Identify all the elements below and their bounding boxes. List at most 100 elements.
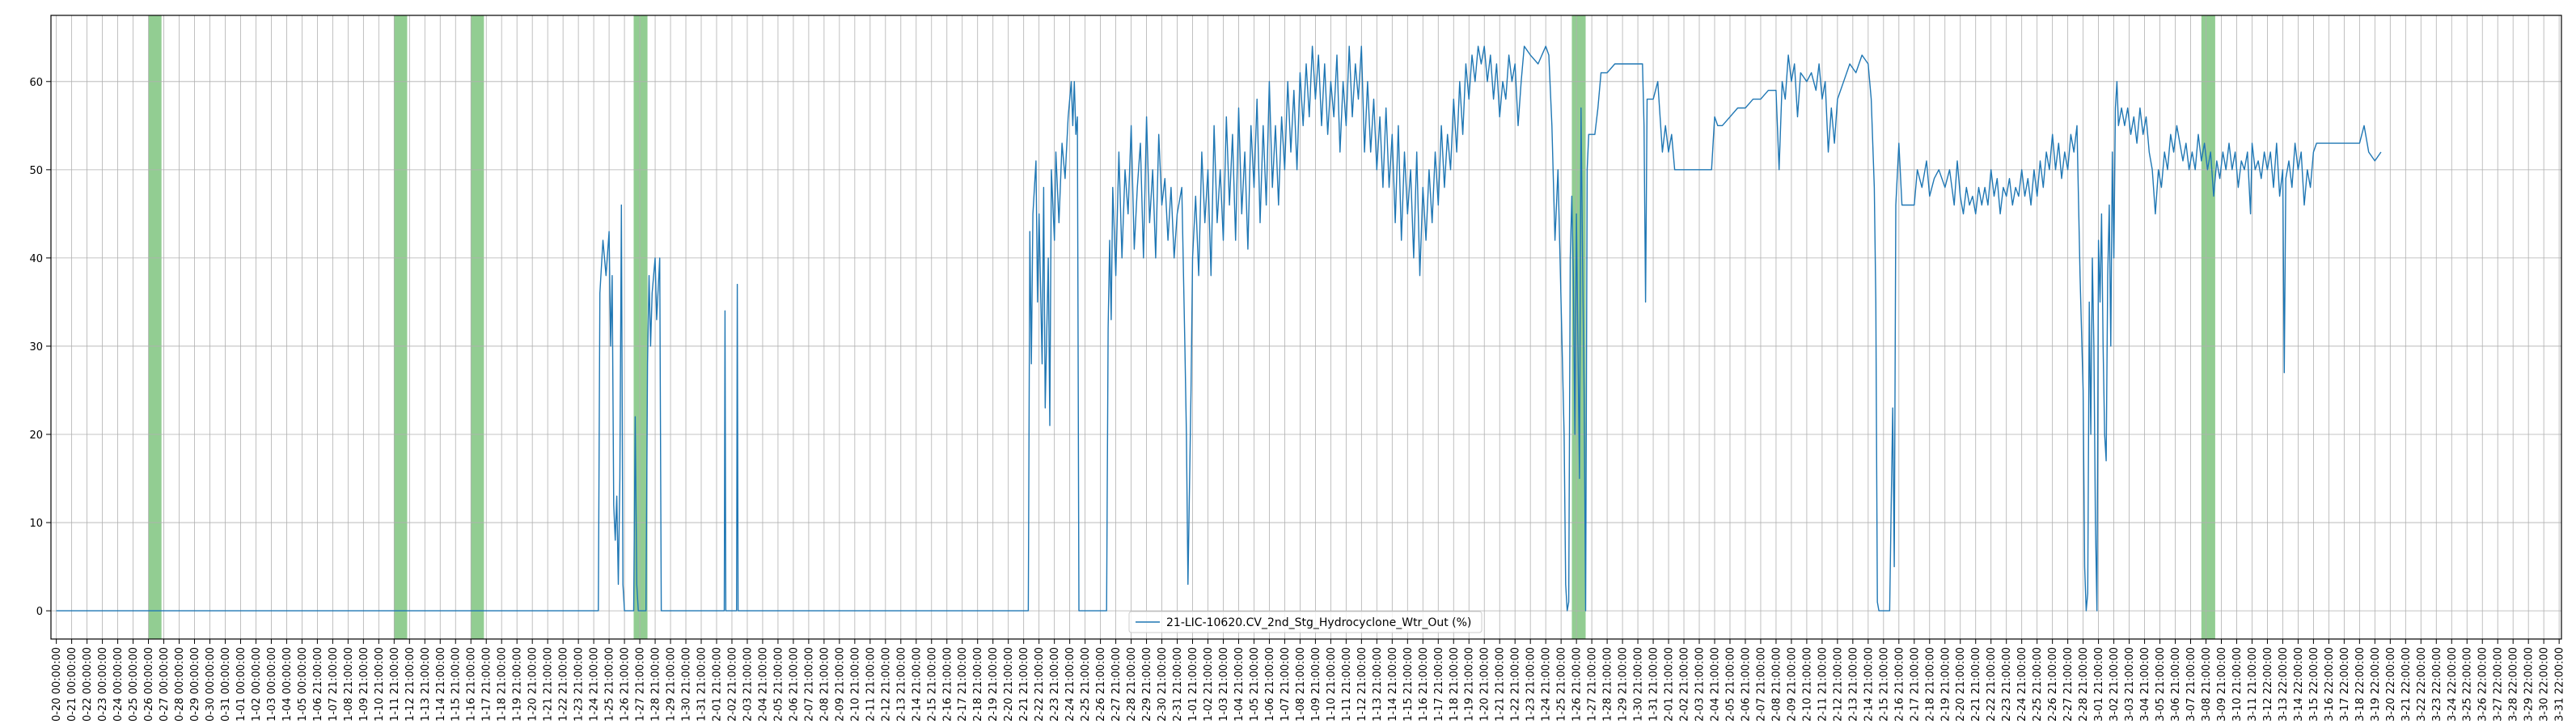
x-tick-label: 1-23 21:00:00	[1525, 647, 1538, 722]
x-tick-label: 3-13 22:00:00	[2278, 647, 2290, 722]
x-tick-label: 3-28 22:00:00	[2508, 647, 2520, 722]
x-tick-label: 1-08 21:00:00	[1295, 647, 1307, 722]
x-tick-label: 2-22 21:00:00	[1034, 647, 1046, 722]
x-tick-label: 2-25 21:00:00	[2032, 647, 2044, 722]
highlight-span	[471, 15, 484, 639]
x-tick-label: 2-11 21:00:00	[1817, 647, 1829, 722]
x-tick-label: 1-24 21:00:00	[589, 647, 601, 722]
x-tick-label: 3-29 22:00:00	[2523, 647, 2536, 722]
x-tick-label: 1-13 21:00:00	[420, 647, 432, 722]
x-tick-label: 2-15 21:00:00	[926, 647, 938, 722]
x-tick-label: 0-25 00:00:00	[128, 647, 140, 722]
x-tick-label: 2-30 21:00:00	[1157, 647, 1169, 722]
x-tick-label: 1-24 21:00:00	[1541, 647, 1553, 722]
x-tick-label: 1-12 21:00:00	[1356, 647, 1368, 722]
x-tick-label: 2-24 21:00:00	[2016, 647, 2028, 722]
x-tick-label: 1-26 21:00:00	[620, 647, 632, 722]
x-tick-label: 2-08 21:00:00	[818, 647, 831, 722]
grid-lines	[51, 15, 2561, 639]
x-tick-label: 2-07 21:00:00	[803, 647, 815, 722]
x-tick-label: 0-28 00:00:00	[174, 647, 186, 722]
x-tick-label: 2-02 21:00:00	[726, 647, 738, 722]
x-tick-label: 1-14 21:00:00	[435, 647, 447, 722]
x-tick-label: 2-26 21:00:00	[1095, 647, 1107, 722]
x-tick-label: 2-20 21:00:00	[1003, 647, 1015, 722]
x-tick-label: 2-08 21:00:00	[1770, 647, 1783, 722]
x-tick-label: 1-13 21:00:00	[1372, 647, 1384, 722]
x-tick-label: 1-17 21:00:00	[1433, 647, 1445, 722]
x-tick-label: 1-07 21:00:00	[1280, 647, 1292, 722]
x-tick-label: 1-05 00:00:00	[297, 647, 309, 722]
x-tick-label: 2-31 21:00:00	[1172, 647, 1184, 722]
plot-frame	[50, 15, 2562, 640]
x-tick-label: 1-27 21:00:00	[1587, 647, 1599, 722]
x-tick-label: 2-19 21:00:00	[1939, 647, 1952, 722]
x-tick-label: 3-10 21:00:00	[2231, 647, 2244, 722]
x-tick-label: 0-21 00:00:00	[66, 647, 78, 722]
x-tick-label: 1-11 21:00:00	[389, 647, 401, 722]
x-tick-label: 0-29 00:00:00	[189, 647, 201, 722]
x-tick-label: 1-02 21:00:00	[1203, 647, 1215, 722]
x-tick-label: 1-14 21:00:00	[1387, 647, 1399, 722]
x-tick-label: 2-17 21:00:00	[1909, 647, 1921, 722]
x-tick-label: 2-16 21:00:00	[941, 647, 954, 722]
highlight-span	[148, 15, 162, 639]
x-tick-label: 2-01 21:00:00	[1664, 647, 1676, 722]
x-tick-label: 2-26 21:00:00	[2047, 647, 2059, 722]
plot-area	[51, 15, 2561, 639]
x-tick-label: 3-08 21:00:00	[2201, 647, 2213, 722]
x-tick-label: 1-28 21:00:00	[1602, 647, 1614, 722]
x-tick-label: 1-27 21:00:00	[635, 647, 647, 722]
x-tick-label: 2-13 21:00:00	[895, 647, 907, 722]
x-tick-label: 0-27 00:00:00	[159, 647, 171, 722]
x-tick-label: 0-31 00:00:00	[220, 647, 232, 722]
x-tick-label: 2-24 21:00:00	[1064, 647, 1077, 722]
x-tick-label: 1-30 21:00:00	[681, 647, 693, 722]
highlight-span	[394, 15, 408, 639]
x-tick-label: 1-31 21:00:00	[1648, 647, 1660, 722]
y-tick-label: 0	[36, 606, 43, 618]
y-tick-label: 30	[29, 341, 43, 353]
x-tick-label: 1-16 21:00:00	[1418, 647, 1430, 722]
x-tick-label: 3-19 22:00:00	[2370, 647, 2382, 722]
x-tick-label: 1-09 21:00:00	[1310, 647, 1322, 722]
x-tick-label: 1-26 21:00:00	[1571, 647, 1584, 722]
legend-box	[1128, 611, 1483, 633]
x-tick-label: 2-03 21:00:00	[1694, 647, 1707, 722]
x-tick-label: 2-12 21:00:00	[880, 647, 892, 722]
highlight-span	[633, 15, 648, 639]
x-tick-label: 1-25 21:00:00	[604, 647, 616, 722]
x-tick-label: 1-18 21:00:00	[497, 647, 509, 722]
x-tick-label: 2-10 21:00:00	[1801, 647, 1813, 722]
x-tick-label: 2-19 21:00:00	[988, 647, 1000, 722]
x-tick-label: 1-15 21:00:00	[450, 647, 463, 722]
x-tick-label: 3-30 22:00:00	[2539, 647, 2551, 722]
legend: 21-LIC-10620.CV_2nd_Stg_Hydrocyclone_Wtr…	[1128, 611, 1483, 633]
x-tick-label: 1-11 21:00:00	[1341, 647, 1353, 722]
x-tick-label: 3-25 22:00:00	[2462, 647, 2474, 722]
x-tick-label: 2-22 21:00:00	[1986, 647, 1998, 722]
x-tick-label: 3-17 22:00:00	[2339, 647, 2351, 722]
x-axis: 0-20 00:00:00 0-21 00:00:00 0-22 00:00:00 0…	[51, 639, 2566, 722]
x-tick-label: 1-30 21:00:00	[1633, 647, 1645, 722]
x-tick-label: 0-23 00:00:00	[97, 647, 109, 722]
y-tick-label: 40	[29, 253, 43, 265]
y-tick-label: 50	[29, 165, 43, 177]
series-lines	[56, 45, 2382, 612]
x-tick-label: 1-20 21:00:00	[1479, 647, 1491, 722]
x-tick-label: 2-18 21:00:00	[1924, 647, 1936, 722]
x-tick-label: 2-12 21:00:00	[1832, 647, 1844, 722]
x-tick-label: 3-03 21:00:00	[2124, 647, 2136, 722]
x-tick-label: 3-04 21:00:00	[2139, 647, 2151, 722]
x-tick-label: 1-19 21:00:00	[1464, 647, 1476, 722]
x-tick-label: 0-20 00:00:00	[51, 647, 63, 722]
x-tick-label: 1-28 21:00:00	[650, 647, 662, 722]
x-tick-label: 2-02 21:00:00	[1679, 647, 1691, 722]
x-tick-label: 2-04 21:00:00	[757, 647, 769, 722]
x-tick-label: 2-17 21:00:00	[957, 647, 969, 722]
x-tick-label: 3-16 22:00:00	[2324, 647, 2336, 722]
x-tick-label: 3-22 22:00:00	[2416, 647, 2428, 722]
x-tick-label: 2-15 21:00:00	[1878, 647, 1890, 722]
x-tick-label: 1-07 21:00:00	[328, 647, 340, 722]
